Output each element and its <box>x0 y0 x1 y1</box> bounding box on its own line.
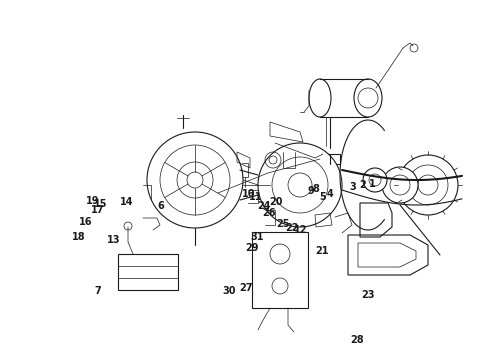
Text: 21: 21 <box>316 246 329 256</box>
Bar <box>118 254 178 290</box>
Circle shape <box>382 167 418 203</box>
Text: 3: 3 <box>349 182 356 192</box>
Bar <box>252 232 308 308</box>
Text: 23: 23 <box>361 290 374 300</box>
Text: 27: 27 <box>239 283 253 293</box>
Text: 6: 6 <box>157 201 164 211</box>
Text: 20: 20 <box>270 197 283 207</box>
Text: 18: 18 <box>72 232 85 242</box>
Text: 4: 4 <box>327 189 334 199</box>
Text: 2: 2 <box>359 180 366 190</box>
Circle shape <box>147 132 243 228</box>
Text: 15: 15 <box>94 199 108 210</box>
Circle shape <box>363 168 387 192</box>
Text: 25: 25 <box>276 219 290 229</box>
Text: 8: 8 <box>312 184 319 194</box>
Text: 12: 12 <box>294 225 308 235</box>
Text: 7: 7 <box>95 286 101 296</box>
Text: 14: 14 <box>120 197 133 207</box>
Text: 29: 29 <box>245 243 259 253</box>
Circle shape <box>398 155 458 215</box>
Text: 31: 31 <box>250 232 264 242</box>
Text: 22: 22 <box>285 222 299 233</box>
Text: 19: 19 <box>86 196 100 206</box>
Text: 17: 17 <box>91 204 105 215</box>
Text: 9: 9 <box>308 186 315 196</box>
Text: 10: 10 <box>242 189 256 199</box>
Text: 30: 30 <box>222 286 236 296</box>
Text: 28: 28 <box>350 335 364 345</box>
Text: 24: 24 <box>257 201 270 211</box>
Bar <box>320 154 340 164</box>
Text: 13: 13 <box>107 235 121 246</box>
Text: 16: 16 <box>78 217 92 228</box>
Text: 1: 1 <box>369 179 376 189</box>
Circle shape <box>258 143 342 227</box>
Text: 26: 26 <box>262 208 275 218</box>
Text: 5: 5 <box>319 192 326 202</box>
Text: 11: 11 <box>249 192 263 202</box>
